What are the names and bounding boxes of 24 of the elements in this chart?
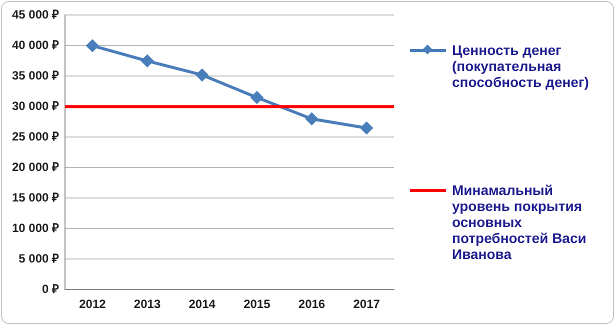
y-tick-label: 30 000 ₽ bbox=[12, 98, 60, 113]
x-tick-label: 2015 bbox=[244, 297, 271, 312]
y-tick-label: 45 000 ₽ bbox=[12, 8, 60, 22]
point bbox=[250, 92, 263, 104]
y-tick-label: 40 000 ₽ bbox=[12, 38, 60, 52]
legend-label: Минамальный уровень покрытия основных потребностей Васи Иванова bbox=[452, 182, 588, 262]
x-tick-label: 2014 bbox=[188, 297, 216, 312]
y-tick-label: 25 000 ₽ bbox=[12, 129, 60, 144]
point bbox=[360, 122, 373, 134]
x-tick-label: 2013 bbox=[134, 297, 161, 312]
y-tick-label: 35 000 ₽ bbox=[12, 68, 60, 82]
y-tick-label: 20 000 ₽ bbox=[12, 160, 60, 174]
y-tick-label: 10 000 ₽ bbox=[12, 220, 60, 235]
point bbox=[196, 68, 208, 81]
point bbox=[141, 54, 154, 67]
x-tick-label: 2016 bbox=[298, 297, 326, 312]
point bbox=[86, 40, 98, 52]
point bbox=[306, 112, 318, 125]
legend-label: Ценность денег (покупательная способность денег) bbox=[452, 42, 590, 90]
y-tick-label: 15 000 ₽ bbox=[12, 190, 60, 204]
x-tick-label: 2017 bbox=[353, 297, 380, 312]
x-tick-label: 2012 bbox=[79, 297, 106, 312]
y-tick-label: 5 000 ₽ bbox=[18, 251, 60, 266]
y-tick-label: 0 ₽ bbox=[42, 282, 60, 296]
